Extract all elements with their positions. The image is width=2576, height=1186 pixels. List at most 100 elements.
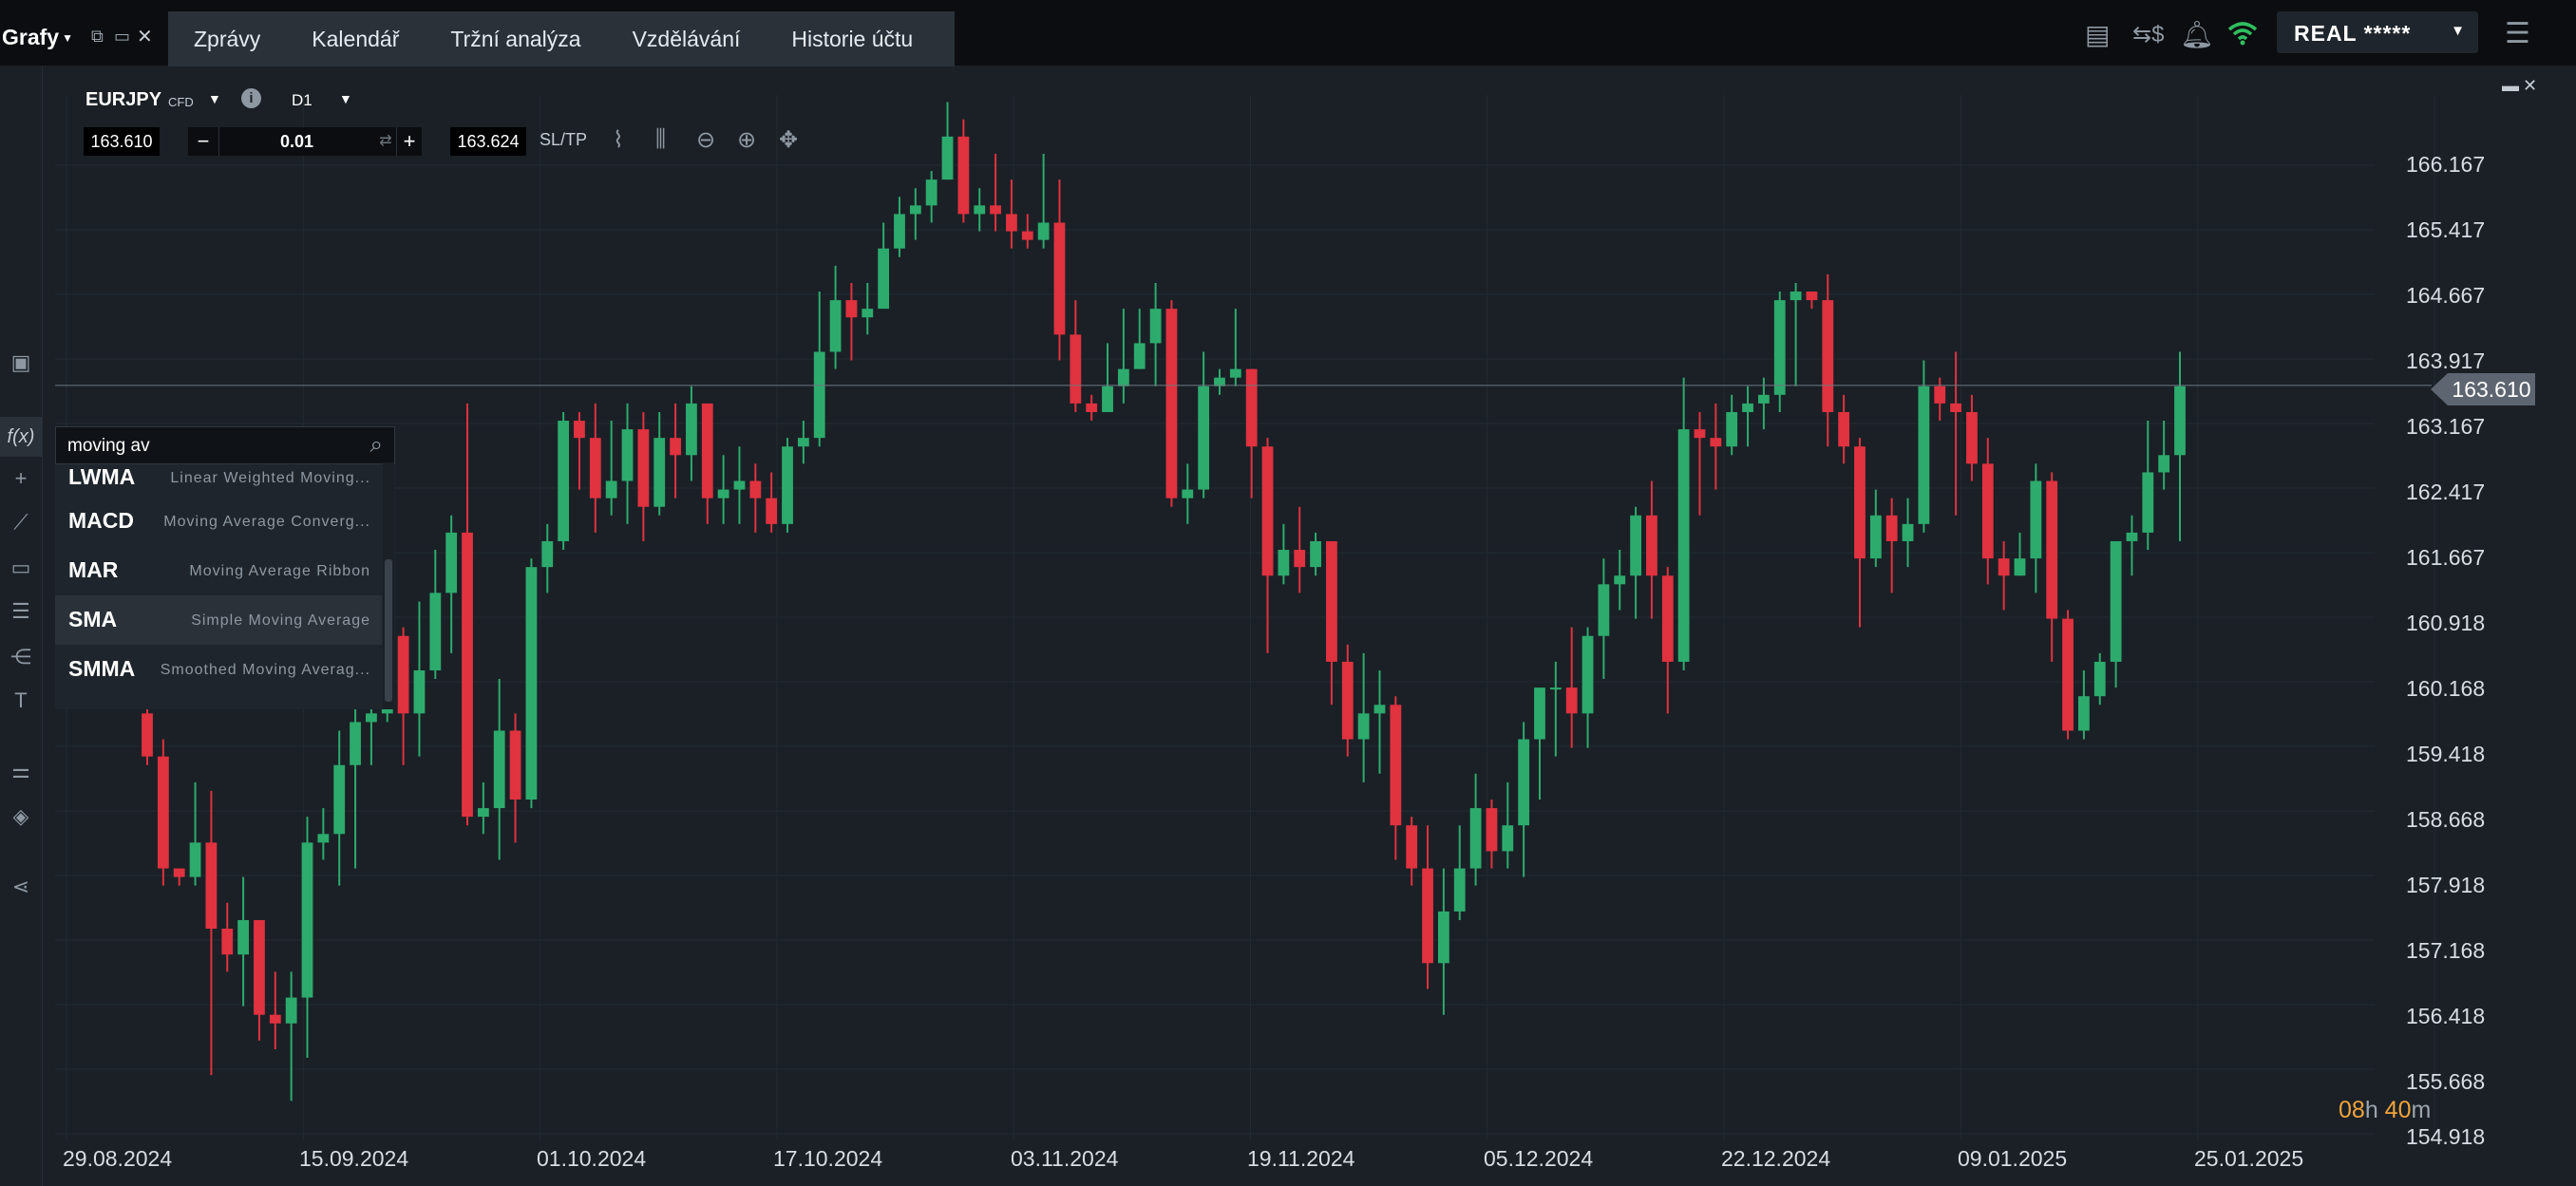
candle-body (2110, 540, 2122, 662)
y-tick-label: 157.168 (2406, 938, 2486, 963)
candle-body (1261, 446, 1274, 576)
symbol-dropdown-icon[interactable]: ▼ (208, 91, 221, 106)
candle (1278, 523, 1290, 585)
hamburger-menu-icon[interactable]: ☰ (2505, 18, 2530, 49)
y-tick-label: 166.167 (2406, 152, 2486, 177)
pan-icon[interactable]: ✥ (779, 127, 799, 153)
x-tick-label: 15.09.2024 (299, 1146, 409, 1171)
zoom-out-icon[interactable]: ⊖ (696, 127, 716, 153)
candle-body (2093, 661, 2106, 697)
candle (637, 411, 650, 541)
candle-body (894, 214, 905, 249)
candle (813, 292, 825, 447)
trend-line-icon[interactable]: ⟋ (13, 510, 28, 534)
candle-body (301, 842, 313, 998)
candle-body (205, 842, 218, 930)
candle (1102, 343, 1113, 412)
deposit-icon[interactable]: ⇆$ (2132, 22, 2165, 47)
candle-body (1133, 343, 1146, 369)
volume-increase-button[interactable]: + (396, 127, 422, 156)
indicator-result-mar[interactable]: MAR Moving Average Ribbon (55, 546, 382, 595)
buy-price-button[interactable]: 163.624 (450, 127, 526, 156)
info-icon[interactable]: i (241, 88, 261, 108)
candle (477, 781, 489, 835)
chart-close-icon[interactable]: ✕ (2523, 76, 2538, 95)
sltp-button[interactable]: SL/TP (540, 130, 588, 149)
indicator-search-input[interactable]: moving av ⌕ (55, 426, 395, 464)
result-code: LWMA (68, 464, 136, 489)
timeframe-dropdown-icon[interactable]: ▼ (339, 91, 352, 106)
volume-decrease-button[interactable]: − (188, 127, 219, 156)
sliders-icon[interactable]: ⚌ (11, 759, 30, 782)
text-icon[interactable]: T (14, 688, 28, 712)
popout-icon[interactable]: ⧉ (91, 27, 104, 46)
candle-body (1086, 403, 1098, 412)
tab-zpravy[interactable]: Zprávy (194, 27, 261, 51)
chart-panel-icon[interactable]: ▣ (10, 350, 31, 374)
candle-body (1966, 411, 1978, 464)
close-icon[interactable]: ✕ (137, 27, 153, 47)
account-selector[interactable]: REAL ***** ▼ (2277, 11, 2478, 53)
layers-icon[interactable]: ◈ (12, 804, 29, 828)
candle (1630, 506, 1641, 619)
candle (1646, 480, 1657, 619)
candle (2093, 652, 2106, 706)
maximize-icon[interactable]: ▭ (114, 27, 131, 46)
candle (1214, 368, 1225, 395)
candle-body (782, 446, 793, 524)
candle-body (1070, 334, 1082, 404)
swap-icon[interactable]: ⇄ (379, 133, 392, 149)
indicator-result-smma[interactable]: SMMA Smoothed Moving Averag... (55, 645, 382, 694)
results-scrollbar-thumb[interactable] (385, 559, 392, 702)
indicator-result-macd[interactable]: MACD Moving Average Converg... (55, 497, 382, 546)
candle (1549, 661, 1562, 757)
candle (2062, 610, 2074, 740)
candle (1502, 781, 1514, 869)
volume-value[interactable]: 0.01 (279, 132, 314, 151)
indicators-fx-icon[interactable]: f(x) (0, 417, 42, 457)
sell-price-button[interactable]: 163.610 (84, 127, 160, 156)
candle (1726, 394, 1738, 456)
line-chart-icon[interactable]: ⌇ (613, 127, 624, 153)
tab-trzni-analyza[interactable]: Tržní analýza (450, 27, 581, 51)
candle-body (285, 997, 297, 1024)
share-icon[interactable]: ⋖ (11, 875, 30, 898)
account-label: REAL ***** (2294, 21, 2412, 46)
result-description: Smoothed Moving Averag... (160, 662, 370, 678)
timeframe-value[interactable]: D1 (292, 91, 313, 109)
window-maximize-icon[interactable]: ▬ (2502, 76, 2519, 95)
tab-historie-uctu[interactable]: Historie účtu (791, 27, 914, 51)
tab-kalendar[interactable]: Kalendář (312, 27, 400, 51)
crosshair-icon[interactable]: + (14, 466, 28, 490)
candle-body (333, 764, 346, 835)
candle-body (2062, 618, 2074, 731)
search-icon[interactable]: ⌕ (369, 432, 383, 458)
candle-body (509, 730, 521, 800)
candle-body (1390, 705, 1402, 826)
symbol-name[interactable]: EURJPY (85, 89, 162, 110)
candle-type-icon[interactable]: ⫼ (655, 126, 667, 152)
volume-stepper[interactable]: − 0.01 ⇄ + (188, 127, 422, 156)
pitchfork-icon[interactable]: ⋲ (10, 645, 31, 668)
indicator-result-lwma[interactable]: LWMA Linear Weighted Moving... (55, 462, 382, 497)
candle-body (1310, 540, 1321, 568)
candle-body (1726, 411, 1738, 447)
y-tick-label: 160.168 (2406, 676, 2486, 701)
search-query-text[interactable]: moving av (67, 436, 150, 456)
layout-icon[interactable]: ▤ (2085, 20, 2111, 49)
tab-vzdelavani[interactable]: Vzdělávání (632, 27, 741, 51)
instrument-type: CFD (168, 95, 194, 109)
charts-menu-button[interactable]: Grafy ▼ (2, 25, 73, 50)
y-tick-label: 158.668 (2406, 807, 2486, 832)
candle-body (1757, 394, 1770, 404)
bell-icon[interactable]: 🔔︎ (2180, 20, 2214, 49)
candle-body (957, 136, 970, 215)
rectangle-icon[interactable]: ▭ (10, 555, 31, 579)
indicator-result-sma[interactable]: SMA Simple Moving Average (55, 595, 382, 645)
candle (1086, 394, 1098, 422)
fibonacci-icon[interactable]: ☰ (11, 599, 30, 623)
y-tick-label: 159.418 (2406, 742, 2486, 766)
zoom-in-icon[interactable]: ⊕ (737, 127, 757, 153)
candle (1934, 377, 1946, 422)
